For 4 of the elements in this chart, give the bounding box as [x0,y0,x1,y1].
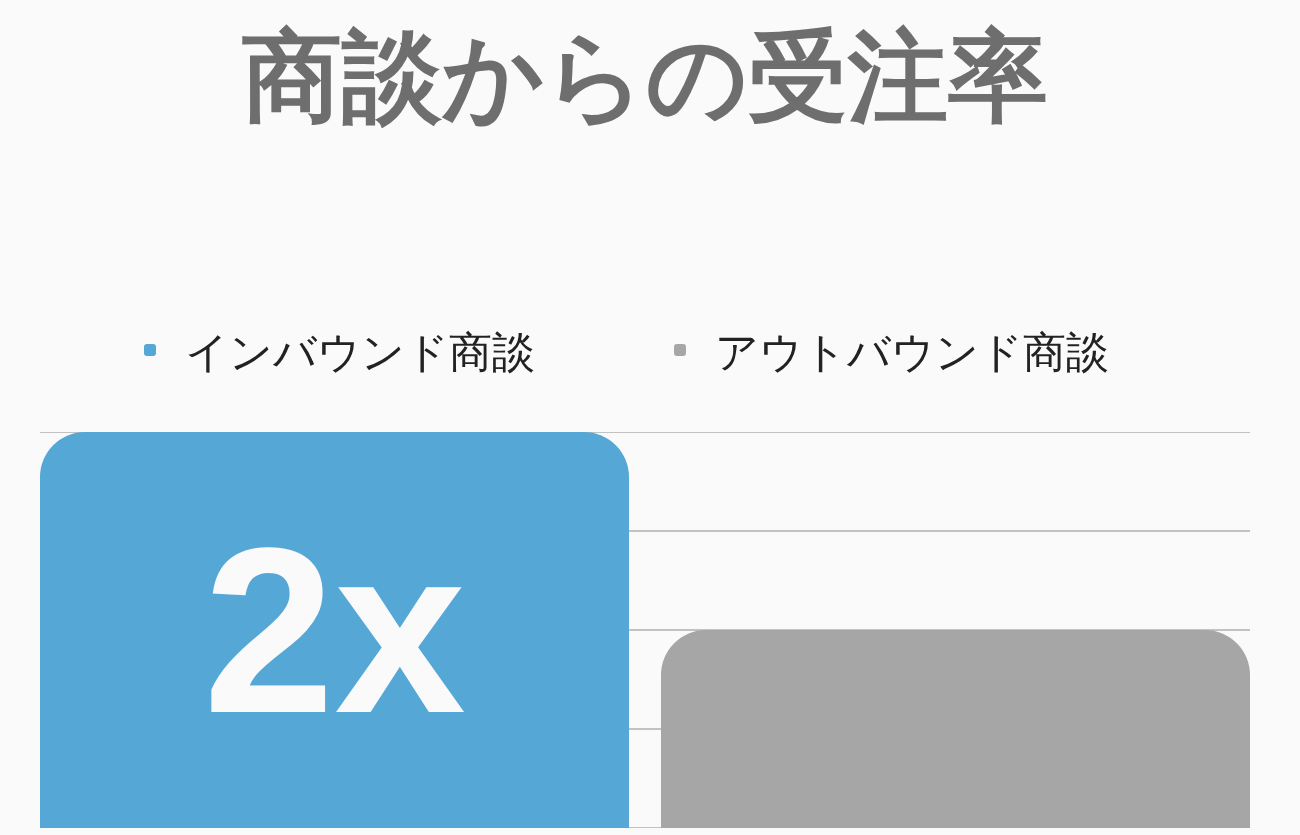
data-label: 2x [203,498,466,762]
legend-label: インバウンド商談 [185,326,535,377]
legend-label: アウトバウンド商談 [715,326,1109,377]
chart-title: 商談からの受注率 [242,18,1048,135]
